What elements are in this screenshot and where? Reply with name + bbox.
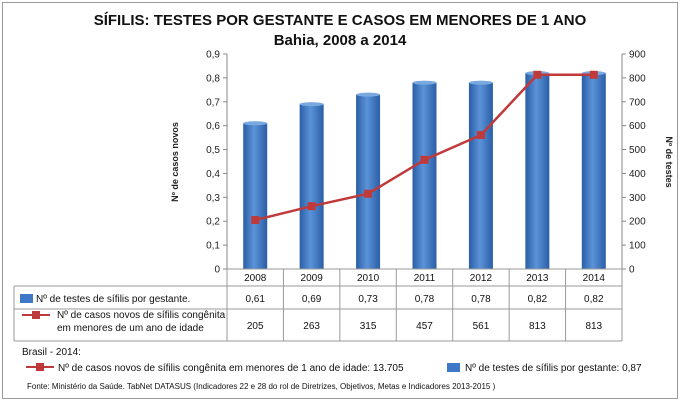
line-value-label: 561 — [473, 321, 490, 332]
right-tick-label: 600 — [629, 121, 646, 132]
bar — [581, 73, 606, 269]
left-tick-label: 0 — [214, 265, 220, 276]
left-tick-label: 0,7 — [206, 97, 220, 108]
bar-value-label: 0,82 — [528, 294, 548, 305]
right-tick-label: 100 — [629, 241, 646, 252]
bar-legend-swatch — [20, 294, 33, 303]
bar-value-label: 0,78 — [415, 294, 435, 305]
bar-value-label: 0,82 — [584, 294, 604, 305]
line-series-label-2: em menores de um ano de idade — [57, 323, 204, 334]
bar — [356, 94, 381, 269]
line-point — [589, 70, 598, 79]
right-tick-label: 200 — [629, 217, 646, 228]
bar-series-label: Nº de testes de sífilis por gestante. — [36, 294, 190, 305]
left-axis-label: Nº de casos novos — [170, 122, 180, 202]
line-value-label: 813 — [529, 321, 546, 332]
line-legend-marker — [32, 311, 40, 319]
bar-top — [299, 102, 324, 107]
right-tick-label: 700 — [629, 97, 646, 108]
bar — [299, 104, 324, 270]
line-point — [420, 155, 429, 164]
line-point — [364, 189, 373, 198]
right-tick-label: 500 — [629, 145, 646, 156]
right-tick-label: 900 — [629, 50, 646, 61]
notes-bar-item: Nº de testes de sífilis por gestante: 0,… — [465, 363, 642, 374]
line-value-label: 263 — [303, 321, 320, 332]
notes-line-item: Nº de casos novos de sífilis congênita e… — [58, 363, 404, 374]
notes-heading: Brasil - 2014: — [22, 347, 81, 358]
bar-top — [356, 92, 381, 97]
category-label: 2010 — [357, 273, 380, 284]
line-value-label: 457 — [416, 321, 433, 332]
left-tick-label: 0,1 — [206, 241, 220, 252]
line-series-legend — [22, 311, 50, 319]
category-label: 2012 — [470, 273, 493, 284]
bar — [243, 123, 268, 270]
line-point — [251, 216, 260, 225]
category-label: 2011 — [414, 273, 436, 284]
right-tick-label: 800 — [629, 73, 646, 84]
category-label: 2014 — [583, 273, 606, 284]
right-tick-label: 0 — [629, 265, 635, 276]
line-value-label: 813 — [585, 321, 602, 332]
left-tick-label: 0,6 — [206, 121, 220, 132]
left-tick-label: 0,3 — [206, 193, 220, 204]
line-value-label: 315 — [360, 321, 377, 332]
bar-value-label: 0,69 — [302, 294, 322, 305]
bar-value-label: 0,61 — [245, 294, 265, 305]
line-value-label: 205 — [247, 321, 264, 332]
line-series-label-1: Nº de casos novos de sífilis congênita — [57, 310, 226, 321]
bar-value-label: 0,78 — [471, 294, 491, 305]
right-tick-label: 400 — [629, 169, 646, 180]
bar-value-label: 0,73 — [358, 294, 378, 305]
notes-legend — [26, 363, 460, 372]
category-label: 2009 — [301, 273, 324, 284]
left-tick-label: 0,8 — [206, 73, 220, 84]
left-tick-label: 0,2 — [206, 217, 220, 228]
line-point — [476, 130, 485, 139]
bar-top — [468, 80, 493, 85]
data-table: 2008 2009 2010 2011 2012 2013 2014 0,61 0,69 0,73… — [13, 268, 623, 342]
left-tick-label: 0,5 — [206, 145, 220, 156]
bar-top — [412, 80, 437, 85]
chart-subtitle: Bahia, 2008 a 2014 — [274, 32, 407, 49]
notes-line-marker — [36, 363, 44, 371]
plot-area: 0 0,1 0,2 0,3 0,4 0,5 0,6 0,7 0,8 0,9 0 100 200 300 40… — [206, 50, 646, 276]
notes-bar-swatch — [447, 363, 460, 372]
source-note: Fonte: Ministério da Saúde. TabNet DATAS… — [27, 382, 496, 391]
right-tick-label: 300 — [629, 193, 646, 204]
line-point — [307, 202, 316, 211]
bar-top — [243, 121, 268, 126]
category-label: 2013 — [526, 273, 549, 284]
bar — [525, 73, 550, 269]
chart-title: SÍFILIS: TESTES POR GESTANTE E CASOS EM … — [94, 12, 587, 29]
right-axis-label: Nº de testes — [664, 136, 674, 187]
category-label: 2008 — [244, 273, 267, 284]
bar — [468, 82, 493, 270]
left-tick-label: 0,4 — [206, 169, 220, 180]
bar — [412, 82, 437, 270]
left-tick-label: 0,9 — [206, 50, 220, 61]
line-point — [533, 70, 542, 79]
